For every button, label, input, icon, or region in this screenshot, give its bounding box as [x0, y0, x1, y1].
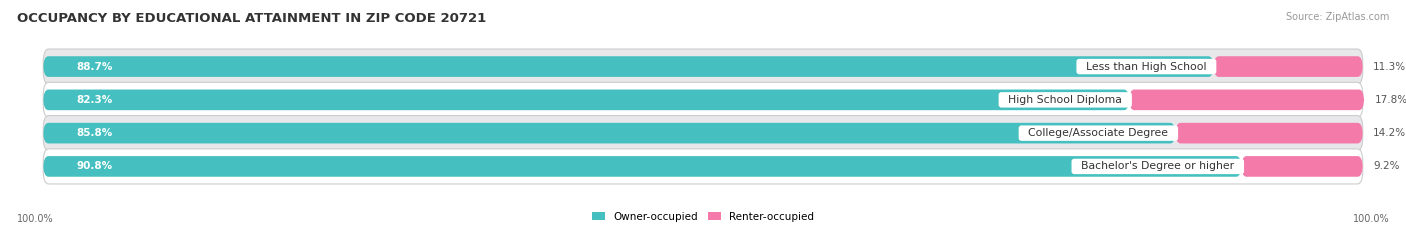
FancyBboxPatch shape — [44, 149, 1362, 184]
Text: Less than High School: Less than High School — [1080, 62, 1213, 72]
FancyBboxPatch shape — [44, 56, 1213, 77]
FancyBboxPatch shape — [44, 123, 1175, 144]
Text: Bachelor's Degree or higher: Bachelor's Degree or higher — [1074, 161, 1241, 171]
FancyBboxPatch shape — [44, 156, 1241, 177]
Text: College/Associate Degree: College/Associate Degree — [1021, 128, 1175, 138]
Text: 11.3%: 11.3% — [1374, 62, 1406, 72]
Text: Source: ZipAtlas.com: Source: ZipAtlas.com — [1285, 12, 1389, 22]
Text: 82.3%: 82.3% — [76, 95, 112, 105]
FancyBboxPatch shape — [44, 89, 1129, 110]
FancyBboxPatch shape — [1175, 123, 1362, 144]
FancyBboxPatch shape — [44, 82, 1362, 117]
FancyBboxPatch shape — [1241, 156, 1362, 177]
FancyBboxPatch shape — [1213, 56, 1362, 77]
FancyBboxPatch shape — [44, 49, 1362, 84]
FancyBboxPatch shape — [44, 116, 1362, 151]
Text: 9.2%: 9.2% — [1374, 161, 1400, 171]
Legend: Owner-occupied, Renter-occupied: Owner-occupied, Renter-occupied — [588, 208, 818, 226]
Text: 100.0%: 100.0% — [17, 214, 53, 224]
FancyBboxPatch shape — [1129, 89, 1364, 110]
Text: 100.0%: 100.0% — [1353, 214, 1389, 224]
Text: High School Diploma: High School Diploma — [1001, 95, 1129, 105]
Text: 90.8%: 90.8% — [76, 161, 112, 171]
Text: 88.7%: 88.7% — [76, 62, 112, 72]
Text: 17.8%: 17.8% — [1375, 95, 1406, 105]
Text: 85.8%: 85.8% — [76, 128, 112, 138]
Text: OCCUPANCY BY EDUCATIONAL ATTAINMENT IN ZIP CODE 20721: OCCUPANCY BY EDUCATIONAL ATTAINMENT IN Z… — [17, 12, 486, 25]
Text: 14.2%: 14.2% — [1374, 128, 1406, 138]
